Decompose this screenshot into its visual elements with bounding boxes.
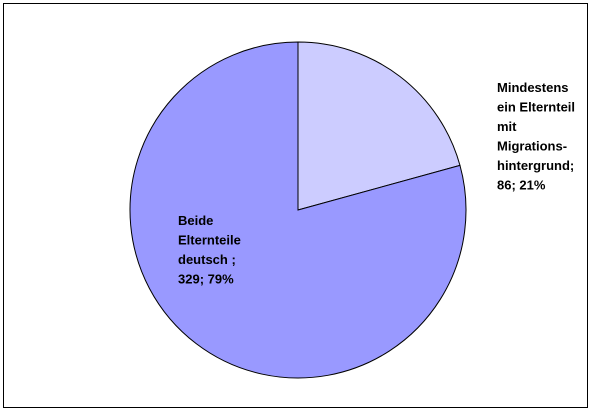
slice-label-1-line: Mindestens	[497, 80, 569, 95]
slice-label-2-line: Beide	[178, 213, 213, 228]
slice-label-1: Mindestens ein Elternteil mit Migrations-hi…	[497, 80, 575, 193]
pie-slices	[129, 41, 467, 379]
slice-label-2-line: 329; 79%	[178, 272, 234, 287]
slice-label-2-line: Elternteile	[178, 233, 241, 248]
slice-label-1-line: ein Elternteil	[497, 100, 575, 115]
pie-labels: Mindestens ein Elternteil mit Migrations-hi…	[178, 80, 575, 287]
slice-label-2: Beide Elternteile deutsch ; 329; 79%	[178, 213, 241, 287]
slice-label-1-line: Migrations-	[497, 139, 567, 154]
slice-label-1-line: mit	[497, 119, 517, 134]
pie-slice-2	[129, 41, 467, 379]
slice-label-2-line: deutsch ;	[178, 252, 236, 267]
slice-label-1-line: 86; 21%	[497, 178, 546, 193]
pie-slice-1	[297, 41, 461, 211]
slice-label-1-line: hintergrund;	[497, 158, 574, 173]
